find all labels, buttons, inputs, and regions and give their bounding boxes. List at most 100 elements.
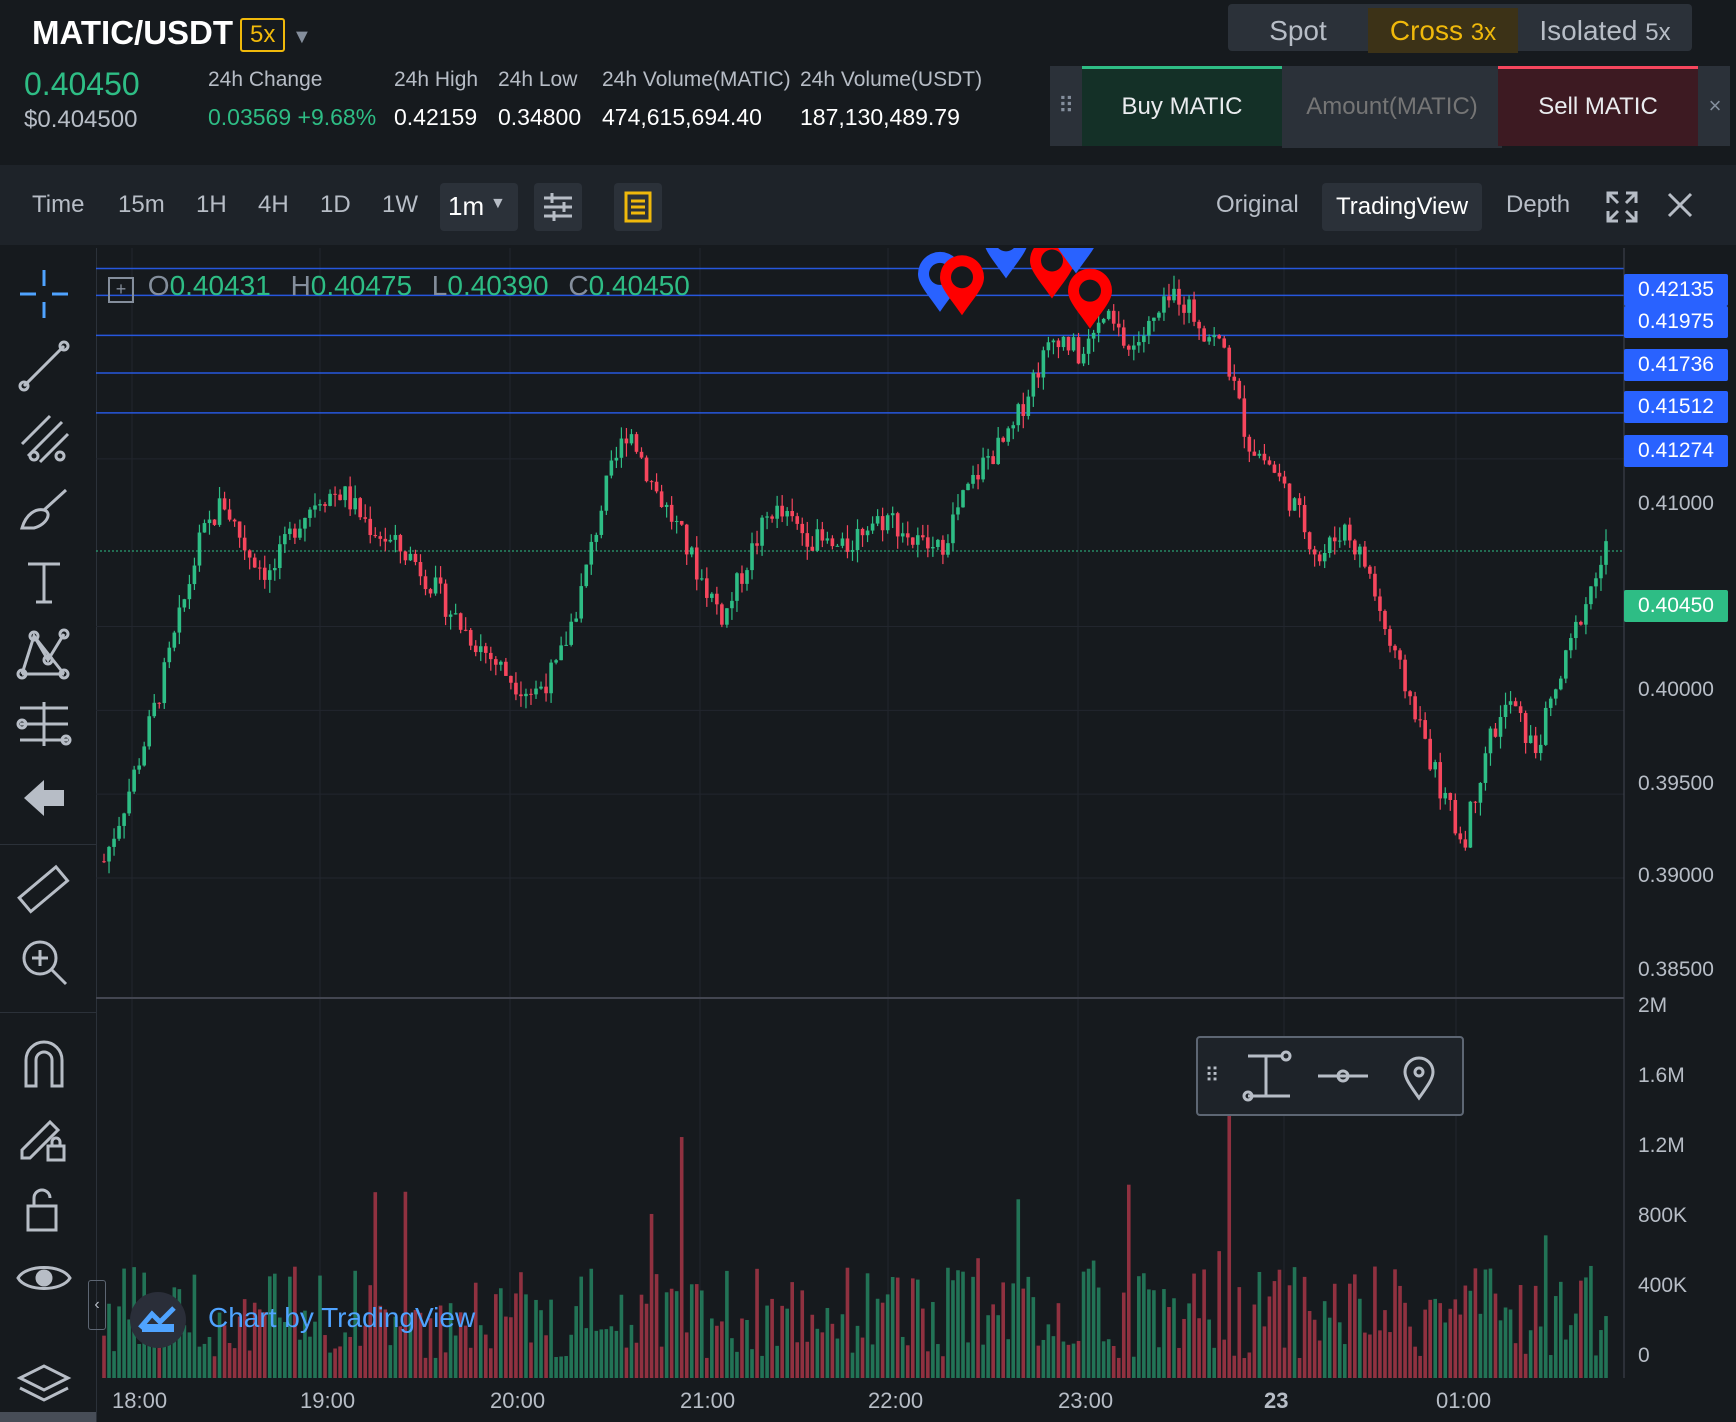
brush-icon[interactable] xyxy=(14,480,74,540)
tab-cross[interactable]: Cross 3x xyxy=(1368,8,1518,53)
candle-body xyxy=(720,604,724,625)
volume-bar xyxy=(343,1332,347,1378)
leverage-badge[interactable]: 5x xyxy=(240,18,286,52)
candle-body xyxy=(921,535,925,538)
drag-handle-icon[interactable]: ⠿ xyxy=(1204,1065,1220,1087)
pattern-icon[interactable] xyxy=(14,624,74,684)
buy-button[interactable]: Buy MATIC xyxy=(1082,66,1282,146)
candle-body xyxy=(237,521,242,538)
arrow-left-icon[interactable] xyxy=(14,768,74,828)
trend-line-icon[interactable] xyxy=(14,336,74,396)
time-tick: 22:00 xyxy=(868,1388,924,1413)
close-icon[interactable] xyxy=(1666,191,1694,224)
view-tradingview[interactable]: TradingView xyxy=(1322,183,1482,231)
volume-bar xyxy=(1111,1345,1116,1378)
candle-body xyxy=(820,529,825,541)
candle-body xyxy=(1162,296,1166,313)
level-badge[interactable]: 0.41736 xyxy=(1624,349,1728,381)
volume-bar xyxy=(664,1292,669,1378)
level-badge[interactable]: 0.42135 xyxy=(1624,274,1728,306)
candle-body xyxy=(1302,505,1307,533)
tab-spot[interactable]: Spot xyxy=(1269,15,1327,46)
collapse-sidebar-button[interactable]: ‹ xyxy=(88,1280,106,1330)
volume-bar xyxy=(956,1270,960,1378)
volume-bar xyxy=(775,1345,779,1378)
price-tick: 0.39000 xyxy=(1638,864,1714,887)
candle-body xyxy=(941,539,945,555)
volume-bar xyxy=(946,1267,950,1378)
horizontal-ray-icon[interactable] xyxy=(1308,1046,1378,1106)
magnet-icon[interactable] xyxy=(14,1034,74,1094)
tab-isolated[interactable]: Isolated 5x xyxy=(1518,8,1692,53)
volume-bar xyxy=(1177,1347,1181,1378)
candle-body xyxy=(1056,340,1061,348)
interval-15m[interactable]: 15m xyxy=(118,191,165,218)
sell-button[interactable]: Sell MATIC xyxy=(1498,66,1698,146)
interval-1d[interactable]: 1D xyxy=(320,191,351,218)
candle-body xyxy=(448,614,453,617)
volume-bar xyxy=(1036,1345,1041,1378)
candle-body xyxy=(1167,296,1171,301)
amount-input[interactable] xyxy=(1282,66,1502,148)
fullscreen-icon[interactable] xyxy=(1606,191,1638,228)
ruler-icon[interactable] xyxy=(14,860,74,920)
candle-body xyxy=(343,486,347,501)
candle-body xyxy=(931,546,935,549)
candle-body xyxy=(187,584,192,600)
text-tool-icon[interactable] xyxy=(14,552,74,612)
volume-bar xyxy=(619,1294,624,1378)
candle-body xyxy=(1533,735,1538,754)
eye-icon[interactable] xyxy=(14,1248,74,1308)
volume-bar xyxy=(212,1356,217,1378)
level-badge[interactable]: 0.41512 xyxy=(1624,391,1728,423)
price-chart[interactable] xyxy=(96,248,1736,1422)
interval-time[interactable]: Time xyxy=(32,191,85,218)
level-badge[interactable]: 0.41975 xyxy=(1624,306,1728,338)
pin-icon[interactable] xyxy=(1384,1046,1454,1106)
view-original[interactable]: Original xyxy=(1216,191,1299,218)
interval-1w[interactable]: 1W xyxy=(382,191,418,218)
volume-bar xyxy=(579,1276,584,1378)
zoom-in-icon[interactable] xyxy=(14,932,74,992)
view-depth[interactable]: Depth xyxy=(1506,191,1571,218)
candle-body xyxy=(865,530,870,536)
candle-body xyxy=(358,498,362,518)
volume-bar xyxy=(1202,1269,1206,1378)
candle-body xyxy=(1513,701,1518,707)
candle-body xyxy=(1423,720,1427,739)
lock-drawing-icon[interactable] xyxy=(14,1106,74,1166)
sidebar-scrollbar[interactable] xyxy=(0,1412,96,1422)
interval-1h[interactable]: 1H xyxy=(196,191,227,218)
volume-bar xyxy=(915,1279,920,1378)
level-lines xyxy=(96,267,1624,552)
indicator-settings-button[interactable] xyxy=(534,183,582,231)
candle-body xyxy=(1011,425,1016,429)
interval-dropdown[interactable]: 1m ▼ xyxy=(440,183,518,231)
volume-bar xyxy=(1327,1317,1332,1378)
volume-bar xyxy=(1458,1314,1463,1378)
volume-bar xyxy=(1478,1313,1483,1378)
candle-body xyxy=(1443,792,1448,799)
close-icon[interactable]: × xyxy=(1708,93,1722,118)
expand-legend-icon[interactable]: + xyxy=(108,277,134,303)
interval-4h[interactable]: 4H xyxy=(258,191,289,218)
candle-body xyxy=(1463,839,1468,848)
note-button[interactable] xyxy=(614,183,662,231)
pair-title[interactable]: MATIC/USDT xyxy=(32,14,234,51)
crosshair-icon[interactable] xyxy=(14,264,74,324)
candle-body xyxy=(403,551,408,561)
volume-bar xyxy=(1167,1307,1171,1378)
drag-handle-icon[interactable]: ⠿ xyxy=(1050,66,1082,146)
level-badge[interactable]: 0.41274 xyxy=(1624,435,1728,467)
fib-tool-icon[interactable] xyxy=(14,408,74,468)
unlock-icon[interactable] xyxy=(14,1178,74,1238)
price-range-icon[interactable] xyxy=(1232,1046,1302,1106)
layers-icon[interactable] xyxy=(14,1352,74,1412)
measure-range-icon[interactable] xyxy=(14,696,74,756)
candle-body xyxy=(1569,638,1573,651)
volume-bar xyxy=(941,1356,945,1378)
chevron-down-icon[interactable]: ▼ xyxy=(292,26,312,48)
candle-body xyxy=(1383,610,1387,630)
candle-body xyxy=(1337,540,1342,542)
candle-body xyxy=(423,576,428,590)
